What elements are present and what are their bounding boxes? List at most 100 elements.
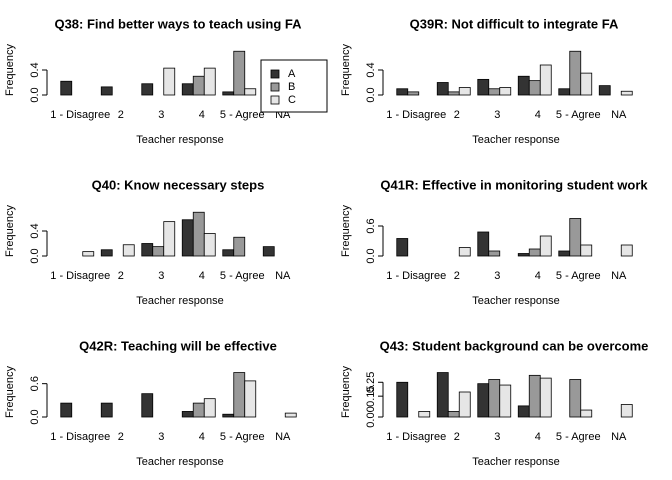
bar xyxy=(203,233,216,257)
x-tick-label: 2 xyxy=(118,431,124,443)
y-tick-label: 0.0 xyxy=(29,409,41,424)
bar xyxy=(539,64,552,96)
y-tick-label: 0.0 xyxy=(365,87,377,102)
bar xyxy=(233,236,246,257)
bar xyxy=(233,50,246,96)
bar xyxy=(152,246,165,257)
x-tick-label: 4 xyxy=(535,431,541,443)
y-tick-label: 0.0 xyxy=(29,87,41,102)
bar xyxy=(558,88,571,96)
bar xyxy=(569,379,582,418)
y-tick-label: 0.15 xyxy=(365,385,377,406)
x-tick-label: 2 xyxy=(454,431,460,443)
bar xyxy=(100,86,113,96)
x-tick-label: 5 - Agree xyxy=(556,109,601,121)
x-tick-label: 3 xyxy=(158,109,164,121)
bar xyxy=(620,90,633,96)
bar xyxy=(598,85,611,96)
y-tick-label: 0.6 xyxy=(29,376,41,391)
chart-title: Q38: Find better ways to teach using FA xyxy=(54,16,302,31)
bar xyxy=(192,75,205,96)
bar xyxy=(517,253,530,257)
legend-label: B xyxy=(288,81,295,93)
bar xyxy=(60,402,73,418)
legend-swatch xyxy=(270,69,280,79)
bar xyxy=(620,404,633,418)
bar xyxy=(458,247,471,257)
bar xyxy=(203,398,216,418)
bar xyxy=(141,243,154,257)
bar xyxy=(244,88,257,96)
bar xyxy=(499,384,512,418)
bar xyxy=(396,88,409,96)
x-tick-label: 1 - Disagree xyxy=(386,270,446,282)
x-tick-label: 2 xyxy=(118,270,124,282)
bar xyxy=(181,219,194,257)
bar xyxy=(122,244,135,257)
bar xyxy=(528,374,541,418)
x-axis-label: Teacher response xyxy=(472,295,559,307)
bar xyxy=(436,82,449,96)
bar xyxy=(488,250,501,257)
y-axis-label: Frequency xyxy=(340,205,352,257)
legend-label: C xyxy=(288,94,296,106)
x-tick-label: NA xyxy=(275,270,291,282)
bar xyxy=(558,250,571,257)
bar xyxy=(60,80,73,96)
bar xyxy=(477,78,490,96)
bar xyxy=(539,377,552,418)
bar xyxy=(222,249,235,257)
bar xyxy=(580,244,593,257)
y-tick-label: 0.0 xyxy=(365,248,377,263)
x-tick-label: 1 - Disagree xyxy=(386,431,446,443)
bar xyxy=(447,411,460,418)
x-tick-label: 5 - Agree xyxy=(556,431,601,443)
y-axis-label: Frequency xyxy=(4,44,16,96)
bar xyxy=(407,91,420,96)
bar xyxy=(222,91,235,96)
y-tick-label: 0.6 xyxy=(365,218,377,233)
y-tick-label: 0.4 xyxy=(29,223,41,238)
bar xyxy=(488,88,501,96)
x-tick-label: 4 xyxy=(199,109,205,121)
bar xyxy=(569,218,582,257)
bar xyxy=(222,413,235,418)
bar xyxy=(436,372,449,418)
x-axis-label: Teacher response xyxy=(136,295,223,307)
bar xyxy=(447,91,460,96)
x-tick-label: NA xyxy=(611,270,627,282)
y-tick-label: 0.00 xyxy=(365,406,377,427)
x-tick-label: NA xyxy=(275,431,291,443)
bar xyxy=(580,409,593,418)
bar xyxy=(262,246,275,257)
bar xyxy=(192,402,205,418)
bar xyxy=(517,405,530,418)
bar xyxy=(203,67,216,96)
bar xyxy=(141,393,154,418)
legend-swatch xyxy=(270,82,280,92)
x-axis-label: Teacher response xyxy=(136,456,223,468)
x-tick-label: 3 xyxy=(158,431,164,443)
bar xyxy=(163,67,176,96)
x-tick-label: 5 - Agree xyxy=(220,109,265,121)
x-tick-label: NA xyxy=(611,431,627,443)
bar xyxy=(580,72,593,96)
x-tick-label: 4 xyxy=(535,109,541,121)
x-tick-label: 1 - Disagree xyxy=(386,109,446,121)
bar xyxy=(396,381,409,418)
bar xyxy=(192,211,205,257)
x-tick-label: 1 - Disagree xyxy=(50,270,110,282)
bar xyxy=(569,50,582,96)
x-tick-label: 5 - Agree xyxy=(220,270,265,282)
x-tick-label: 1 - Disagree xyxy=(50,109,110,121)
bar xyxy=(181,83,194,96)
x-tick-label: 5 - Agree xyxy=(220,431,265,443)
bar xyxy=(100,402,113,418)
x-tick-label: 4 xyxy=(199,431,205,443)
x-tick-label: 5 - Agree xyxy=(556,270,601,282)
bar xyxy=(477,383,490,418)
x-tick-label: 2 xyxy=(454,270,460,282)
chart-title: Q42R: Teaching will be effective xyxy=(79,338,277,353)
y-tick-label: 0.4 xyxy=(29,62,41,77)
